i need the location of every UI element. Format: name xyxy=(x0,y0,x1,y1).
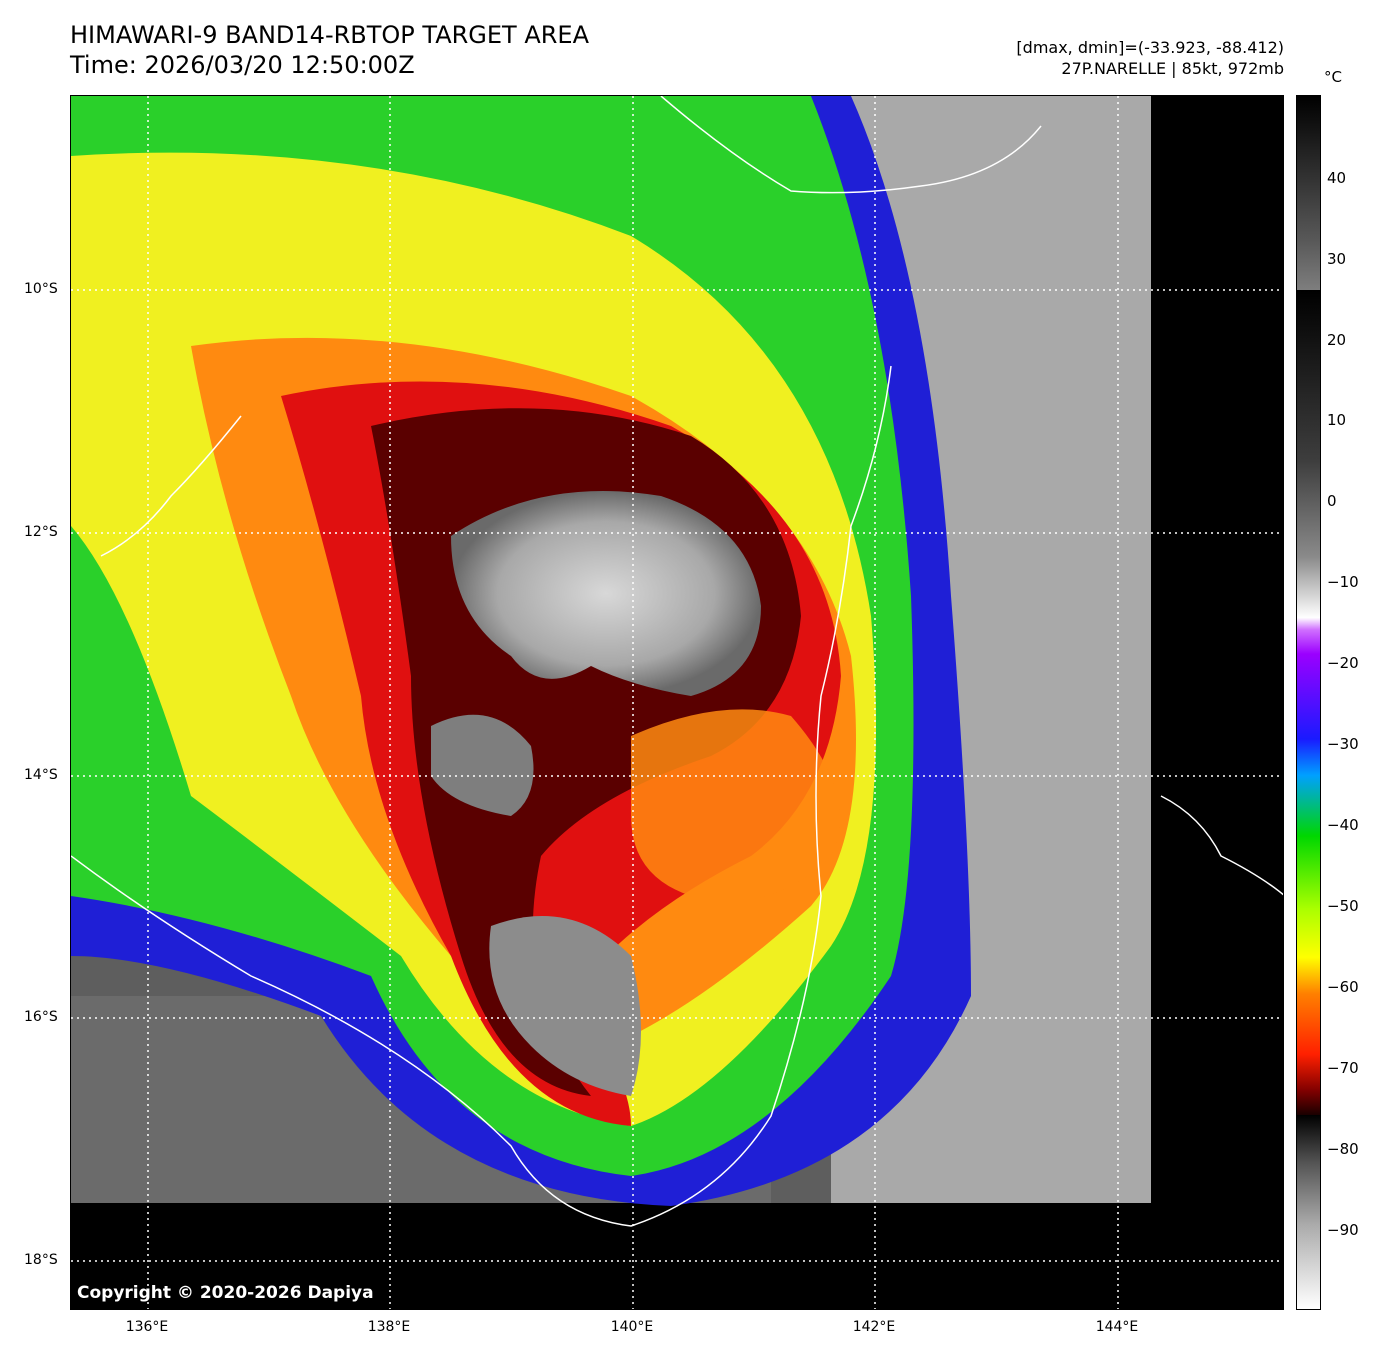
info-block: [dmax, dmin]=(-33.923, -88.412) 27P.NARE… xyxy=(1016,37,1284,79)
lon-label: 138°E xyxy=(367,1319,411,1335)
colorbar-unit: °C xyxy=(1324,68,1342,86)
lat-label: 10°S xyxy=(24,281,58,297)
colorbar-tick: 0 xyxy=(1327,492,1337,510)
colorbar-tick: −40 xyxy=(1327,816,1359,834)
lon-label: 142°E xyxy=(852,1319,896,1335)
cold-cloud-top-south xyxy=(489,916,641,1096)
colorbar-tick: 30 xyxy=(1327,250,1347,268)
colorbar xyxy=(1296,95,1321,1310)
lon-label: 144°E xyxy=(1095,1319,1139,1335)
colorbar-tick: −10 xyxy=(1327,573,1359,591)
satellite-image xyxy=(71,96,1283,1309)
spiral-band xyxy=(631,709,840,901)
lon-label: 140°E xyxy=(610,1319,654,1335)
time-label: Time: 2026/03/20 12:50:00Z xyxy=(70,51,415,79)
title-block: HIMAWARI-9 BAND14-RBTOP TARGET AREA Time… xyxy=(70,20,589,80)
lat-label: 18°S xyxy=(24,1252,58,1268)
colorbar-tick: −30 xyxy=(1327,735,1359,753)
lat-label: 12°S xyxy=(24,524,58,540)
copyright-label: Copyright © 2020-2026 Dapiya xyxy=(77,1283,374,1303)
colorbar-tick: −20 xyxy=(1327,654,1359,672)
storm-info-label: 27P.NARELLE | 85kt, 972mb xyxy=(1061,59,1284,78)
colorbar-tick: 20 xyxy=(1327,331,1347,349)
lat-label: 14°S xyxy=(24,767,58,783)
colorbar-tick: 10 xyxy=(1327,411,1347,429)
satellite-map: Copyright © 2020-2026 Dapiya xyxy=(70,95,1284,1310)
colorbar-tick: −80 xyxy=(1327,1140,1359,1158)
colorbar-tick: −50 xyxy=(1327,897,1359,915)
coastlines xyxy=(71,96,1283,1227)
temperature-range-label: [dmax, dmin]=(-33.923, -88.412) xyxy=(1016,38,1284,57)
colorbar-tick: −70 xyxy=(1327,1059,1359,1077)
cold-cloud-top xyxy=(451,491,761,696)
colorbar-tick: −90 xyxy=(1327,1221,1359,1239)
colorbar-tick: −60 xyxy=(1327,978,1359,996)
lon-label: 136°E xyxy=(125,1319,169,1335)
page-title: HIMAWARI-9 BAND14-RBTOP TARGET AREA xyxy=(70,21,590,49)
graticule xyxy=(71,96,1283,1309)
cold-cloud-patch xyxy=(431,714,534,816)
colorbar-tick: 40 xyxy=(1327,169,1347,187)
lat-label: 16°S xyxy=(24,1009,58,1025)
